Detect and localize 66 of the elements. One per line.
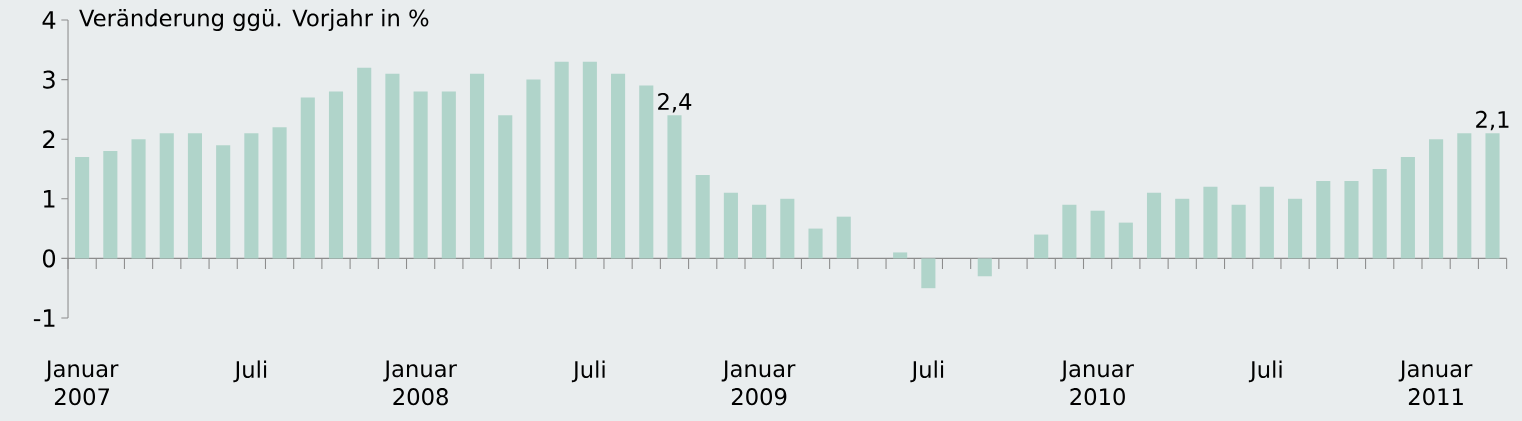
bar xyxy=(780,198,795,259)
x-tick-label: Januar 2011 xyxy=(1398,360,1473,406)
bar xyxy=(1485,133,1500,259)
bar xyxy=(1344,180,1359,259)
bar xyxy=(1231,204,1246,259)
x-tick-label: Januar 2007 xyxy=(44,360,119,406)
y-tick-label: 2 xyxy=(43,130,55,149)
x-tick-label: Januar 2010 xyxy=(1060,360,1134,406)
bar xyxy=(977,258,992,277)
bar xyxy=(441,91,456,259)
bar xyxy=(1429,139,1444,259)
bar xyxy=(554,61,569,259)
bar xyxy=(611,73,626,259)
bar xyxy=(893,252,908,259)
bar xyxy=(639,85,654,259)
bar xyxy=(1288,198,1303,259)
bar xyxy=(357,67,372,259)
x-tick-label: Juli xyxy=(910,360,944,383)
bar xyxy=(328,91,344,259)
bar xyxy=(836,216,851,259)
bar xyxy=(723,192,738,259)
bar xyxy=(385,73,400,259)
y-tick-label: 3 xyxy=(43,70,55,89)
bar xyxy=(1203,186,1218,259)
bar xyxy=(216,145,231,259)
bar xyxy=(300,97,315,259)
bar xyxy=(1090,210,1105,259)
bar xyxy=(413,91,428,259)
bar xyxy=(1062,204,1077,259)
y-tick-label: 0 xyxy=(42,249,56,268)
bar xyxy=(808,228,823,259)
bar xyxy=(695,174,710,259)
bar xyxy=(469,73,485,259)
bar xyxy=(921,258,936,289)
y-tick-label: -1 xyxy=(33,309,55,327)
x-tick-label: Januar 2009 xyxy=(721,360,796,406)
bar xyxy=(752,204,767,259)
bar xyxy=(103,151,118,259)
bar xyxy=(131,139,146,259)
bar xyxy=(1259,186,1274,259)
bar xyxy=(159,133,174,259)
bar xyxy=(1146,192,1162,259)
x-tick-label: Juli xyxy=(1248,360,1282,383)
x-tick-label: Juli xyxy=(233,360,267,383)
x-tick-label: Juli xyxy=(571,360,605,383)
bar xyxy=(1372,169,1387,259)
bar xyxy=(1118,222,1133,259)
bar xyxy=(187,133,203,259)
bar xyxy=(498,115,513,259)
bar xyxy=(1457,133,1472,259)
bar xyxy=(1175,198,1190,259)
y-axis-title: Veränderung ggü. Vorjahr in % xyxy=(79,9,429,31)
x-tick-label: Januar 2008 xyxy=(383,360,457,406)
y-tick-label: 1 xyxy=(44,190,55,208)
data-label: 2,1 xyxy=(1476,110,1509,131)
data-label: 2,4 xyxy=(658,92,692,113)
y-tick-label: 4 xyxy=(42,11,56,29)
bar xyxy=(1034,234,1049,259)
bar xyxy=(582,61,597,259)
bar xyxy=(244,133,259,259)
bar xyxy=(1316,180,1331,259)
bar xyxy=(526,79,541,259)
bar xyxy=(272,127,287,259)
bar xyxy=(75,157,90,259)
bar xyxy=(1400,157,1415,259)
bar xyxy=(667,115,682,259)
